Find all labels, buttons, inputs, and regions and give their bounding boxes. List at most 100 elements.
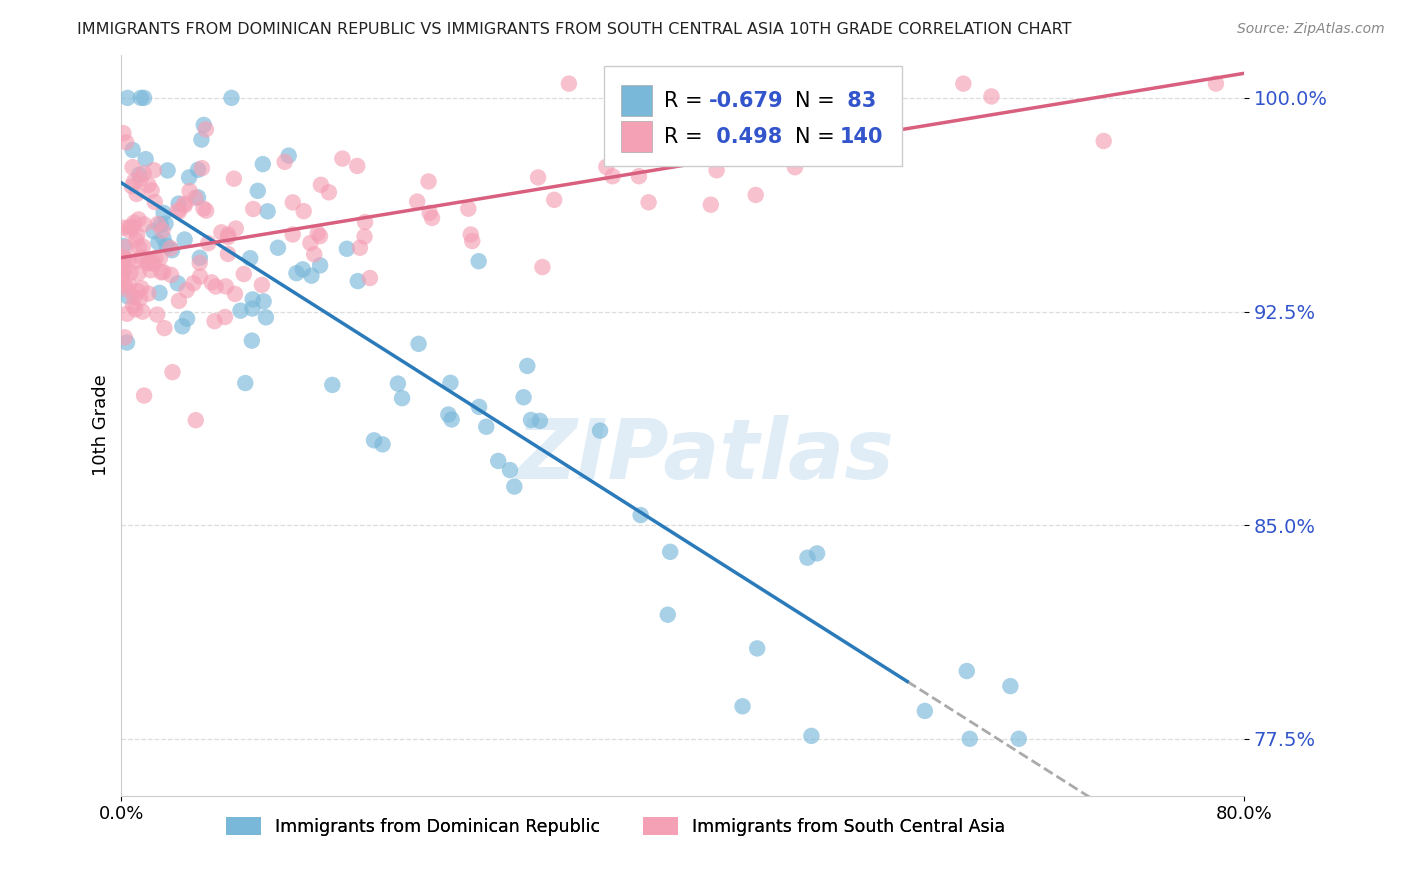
Point xyxy=(176,283,198,297)
Point xyxy=(254,310,277,325)
Point xyxy=(439,376,461,390)
Point xyxy=(662,112,685,127)
Point xyxy=(153,321,176,335)
Point xyxy=(959,731,981,746)
Point xyxy=(420,211,443,225)
Point xyxy=(112,126,135,140)
Point xyxy=(115,307,138,321)
Point xyxy=(292,204,315,219)
Point xyxy=(150,265,173,279)
Point xyxy=(160,268,183,282)
Point xyxy=(214,310,236,324)
Point xyxy=(299,236,322,251)
Point xyxy=(747,641,769,656)
Point xyxy=(252,157,274,171)
Point xyxy=(132,91,155,105)
Point xyxy=(309,258,332,272)
Text: R =: R = xyxy=(664,90,709,111)
Point xyxy=(155,217,177,231)
Point xyxy=(167,204,190,219)
Point xyxy=(127,284,149,298)
FancyBboxPatch shape xyxy=(605,66,901,166)
Point xyxy=(156,239,179,253)
Point xyxy=(499,463,522,477)
Point xyxy=(246,184,269,198)
Point xyxy=(142,163,165,178)
Point xyxy=(240,334,263,348)
Point xyxy=(468,400,491,414)
Point xyxy=(200,276,222,290)
Point xyxy=(336,242,359,256)
Point xyxy=(176,311,198,326)
Point xyxy=(129,250,152,264)
Point xyxy=(125,254,148,268)
Point xyxy=(142,257,165,271)
Point xyxy=(112,220,135,235)
Point xyxy=(273,154,295,169)
Point xyxy=(173,196,195,211)
Point xyxy=(172,319,194,334)
Point xyxy=(138,178,160,192)
Point xyxy=(114,278,136,293)
Point xyxy=(800,729,823,743)
Point xyxy=(124,290,146,304)
Point xyxy=(301,268,323,283)
Point xyxy=(167,196,190,211)
Point xyxy=(387,376,409,391)
Point xyxy=(122,174,145,188)
Point xyxy=(149,251,172,265)
Point xyxy=(112,263,135,277)
Point xyxy=(543,193,565,207)
Point xyxy=(129,291,152,305)
Point xyxy=(321,378,343,392)
Point xyxy=(117,289,139,303)
Point xyxy=(222,171,245,186)
Point xyxy=(627,169,650,184)
Point xyxy=(595,160,617,174)
Point xyxy=(145,251,167,265)
Point xyxy=(232,267,254,281)
Point xyxy=(191,161,214,176)
Y-axis label: 10th Grade: 10th Grade xyxy=(93,375,110,476)
Point xyxy=(318,186,340,200)
Point xyxy=(475,419,498,434)
Point xyxy=(184,191,207,205)
Point xyxy=(808,125,831,139)
Point xyxy=(731,699,754,714)
Text: Source: ZipAtlas.com: Source: ZipAtlas.com xyxy=(1237,22,1385,37)
Text: 140: 140 xyxy=(839,127,883,146)
Point xyxy=(1000,679,1022,693)
Point xyxy=(529,414,551,428)
Point xyxy=(183,277,205,291)
Point xyxy=(302,247,325,261)
Point xyxy=(115,135,138,149)
Point xyxy=(1008,731,1031,746)
Point xyxy=(359,271,381,285)
Point xyxy=(149,218,172,232)
Point xyxy=(349,241,371,255)
FancyBboxPatch shape xyxy=(621,85,652,116)
Point xyxy=(346,274,368,288)
Text: 0.498: 0.498 xyxy=(709,127,782,146)
Point xyxy=(131,281,153,295)
Point xyxy=(132,166,155,180)
Point xyxy=(136,256,159,270)
Legend: Immigrants from Dominican Republic, Immigrants from South Central Asia: Immigrants from Dominican Republic, Immi… xyxy=(219,810,1012,843)
Point xyxy=(135,152,157,166)
Point xyxy=(122,216,145,230)
Point xyxy=(152,206,174,220)
Point xyxy=(152,265,174,279)
Point xyxy=(188,269,211,284)
Point xyxy=(128,168,150,182)
Point xyxy=(346,159,368,173)
Point xyxy=(128,212,150,227)
Point xyxy=(221,91,243,105)
Point xyxy=(118,223,141,237)
Point xyxy=(188,251,211,265)
Point xyxy=(233,376,256,390)
Point xyxy=(118,277,141,292)
Point xyxy=(520,413,543,427)
Point xyxy=(131,304,153,318)
Point xyxy=(281,195,304,210)
Point xyxy=(267,241,290,255)
